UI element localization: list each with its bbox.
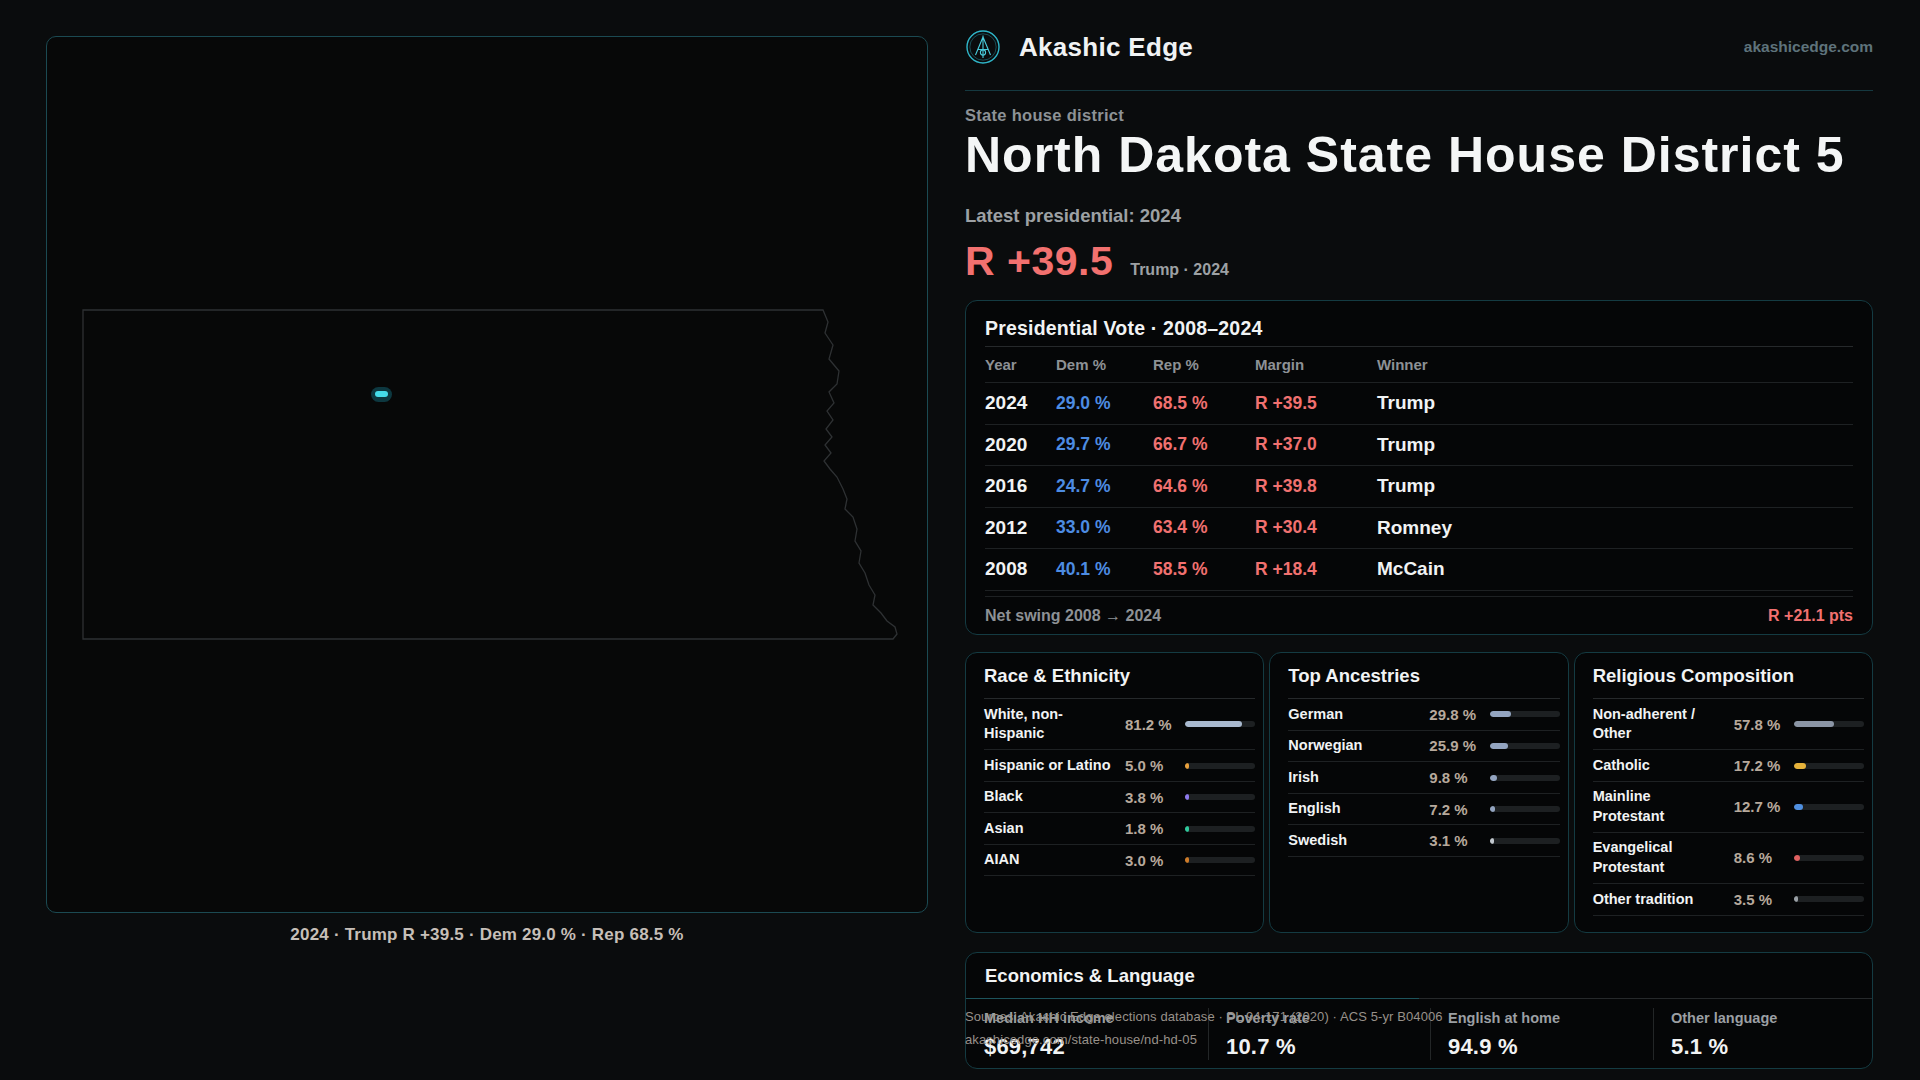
margin-row: R +39.5 Trump · 2024 [965,239,1873,284]
stat-row: Irish 9.8 % [1288,762,1559,794]
religious-composition-title: Religious Composition [1593,665,1868,687]
brand-domain-link[interactable]: akashicedge.com [1744,38,1873,56]
stat-row: Non-adherent / Other 57.8 % [1593,699,1864,750]
net-swing-value: R +21.1 pts [1768,607,1853,625]
stat-bar [1490,711,1560,717]
stat-bar [1794,855,1864,861]
col-margin: Margin [1255,356,1377,373]
table-header-row: Year Dem % Rep % Margin Winner [985,347,1853,383]
col-rep: Rep % [1153,356,1255,373]
district-kicker: State house district [965,106,1873,125]
top-ancestries-card: Top Ancestries German 29.8 % Norwegian 2… [1269,652,1568,933]
stat-bar [1185,721,1255,727]
table-row: 2016 24.7 % 64.6 % R +39.8 Trump [985,466,1853,508]
sources-line: Sources: Akashic Edge elections database… [965,1005,1443,1028]
brand-name: Akashic Edge [1019,32,1193,63]
stat-bar [1794,896,1864,902]
stat-bar [1794,763,1864,769]
map-caption: 2024 · Trump R +39.5 · Dem 29.0 % · Rep … [46,925,928,945]
top-ancestries-title: Top Ancestries [1288,665,1563,687]
stat-row: Catholic 17.2 % [1593,750,1864,782]
stat-bar [1490,838,1560,844]
table-row: 2008 40.1 % 58.5 % R +18.4 McCain [985,549,1853,591]
brand-logo-icon [965,29,1001,65]
presidential-vote-card: Presidential Vote · 2008–2024 Year Dem %… [965,300,1873,635]
presidential-vote-title: Presidential Vote · 2008–2024 [985,317,1853,340]
stat-bar [1185,763,1255,769]
table-row: 2024 29.0 % 68.5 % R +39.5 Trump [985,383,1853,425]
table-row: 2012 33.0 % 63.4 % R +30.4 Romney [985,508,1853,550]
stat-row: Hispanic or Latino 5.0 % [984,750,1255,782]
header: Akashic Edge akashicedge.com [965,29,1873,65]
net-swing-row: Net swing 2008 → 2024 R +21.1 pts [985,596,1853,636]
stat-english-at-home: English at home 94.9 % [1430,1008,1653,1060]
stat-row: AIAN 3.0 % [984,845,1255,877]
stat-bar [1794,804,1864,810]
stat-row: Norwegian 25.9 % [1288,731,1559,763]
north-dakota-outline [83,310,897,639]
header-divider [965,90,1873,91]
stat-bar [1185,826,1255,832]
stat-bar [1490,806,1560,812]
latest-presidential-label: Latest presidential: 2024 [965,205,1873,227]
right-panel: Akashic Edge akashicedge.com State house… [965,0,1873,1069]
stat-row: Evangelical Protestant 8.6 % [1593,833,1864,884]
col-year: Year [985,356,1056,373]
stat-bar [1490,775,1560,781]
stat-row: German 29.8 % [1288,699,1559,731]
stat-row: Other tradition 3.5 % [1593,884,1864,916]
stat-bar [1794,721,1864,727]
table-row: 2020 29.7 % 66.7 % R +37.0 Trump [985,425,1853,467]
divider [966,998,1872,999]
state-outline-map [47,37,928,913]
stat-row: Mainline Protestant 12.7 % [1593,782,1864,833]
stat-row: Asian 1.8 % [984,813,1255,845]
religious-composition-card: Religious Composition Non-adherent / Oth… [1574,652,1873,933]
stat-bar [1185,857,1255,863]
race-ethnicity-card: Race & Ethnicity White, non- Hispanic 81… [965,652,1264,933]
sources-url[interactable]: akashicedge.com/state-house/nd-hd-05 [965,1028,1443,1051]
margin-note: Trump · 2024 [1130,261,1229,279]
stat-bar [1185,794,1255,800]
sources-footnote: Sources: Akashic Edge elections database… [965,1005,1443,1051]
stat-bar [1490,743,1560,749]
col-winner: Winner [1377,356,1853,373]
district-marker[interactable] [375,391,388,397]
stat-row: English 7.2 % [1288,794,1559,826]
page-title: North Dakota State House District 5 [965,127,1873,183]
net-swing-label: Net swing 2008 → 2024 [985,607,1161,625]
stat-row: Black 3.8 % [984,782,1255,814]
map-panel [46,36,928,913]
margin-value: R +39.5 [965,239,1113,284]
race-ethnicity-title: Race & Ethnicity [984,665,1259,687]
economics-title: Economics & Language [966,965,1872,987]
demographics-grid: Race & Ethnicity White, non- Hispanic 81… [965,652,1873,933]
stat-row: Swedish 3.1 % [1288,825,1559,857]
stat-other-language: Other language 5.1 % [1653,1008,1872,1060]
col-dem: Dem % [1056,356,1153,373]
stat-row: White, non- Hispanic 81.2 % [984,699,1255,750]
